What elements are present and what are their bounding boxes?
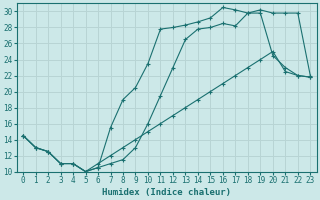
X-axis label: Humidex (Indice chaleur): Humidex (Indice chaleur) <box>102 188 231 197</box>
